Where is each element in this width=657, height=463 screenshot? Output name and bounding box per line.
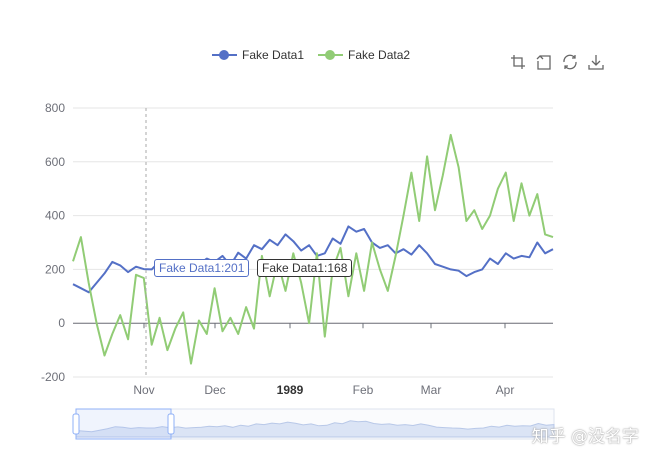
legend-label-data1: Fake Data1: [242, 48, 305, 62]
x-tick-label: Apr: [496, 383, 515, 397]
series-lines: [72, 133, 554, 365]
tooltip-data2: Fake Data1:168: [257, 259, 353, 277]
x-tick-label: Feb: [353, 383, 374, 397]
series-line-2[interactable]: [72, 133, 554, 365]
y-tick-label: 600: [45, 155, 65, 169]
y-tick-label: 0: [58, 316, 65, 330]
x-axis: Nov Dec 1989 Feb Mar Apr: [73, 322, 553, 397]
toolbox: [509, 53, 605, 71]
x-tick-label: 1989: [277, 383, 304, 397]
series-line-1[interactable]: [72, 225, 554, 294]
legend-item-data1[interactable]: Fake Data1: [212, 48, 304, 62]
grid-lines: [73, 107, 553, 378]
legend-swatch-data2: [318, 48, 344, 62]
y-tick-label: 400: [45, 209, 65, 223]
zoom-handle-right[interactable]: [167, 413, 175, 435]
x-tick-label: Nov: [133, 383, 154, 397]
restore-icon[interactable]: [561, 53, 579, 71]
zoom-window[interactable]: [75, 408, 172, 440]
x-tick-label: Mar: [421, 383, 442, 397]
y-tick-label: -200: [41, 370, 65, 384]
tooltip-data1: Fake Data1:201: [154, 259, 250, 277]
zoom-handle-left[interactable]: [72, 413, 80, 435]
zoom-area-icon[interactable]: [509, 53, 527, 71]
zoom-preview-area: [75, 420, 555, 438]
legend-swatch-data1: [212, 48, 237, 62]
y-tick-label: 200: [45, 262, 65, 276]
download-icon[interactable]: [587, 53, 605, 71]
watermark: 知乎 @没名字: [531, 427, 639, 447]
y-axis: -200 0 200 400 600 800: [41, 101, 65, 384]
legend-label-data2: Fake Data2: [348, 48, 411, 62]
x-tick-label: Dec: [204, 383, 225, 397]
legend-item-data2[interactable]: Fake Data2: [318, 48, 410, 62]
legend: Fake Data1 Fake Data2: [212, 48, 410, 62]
y-tick-label: 800: [45, 101, 65, 115]
zoom-reset-icon[interactable]: [535, 53, 553, 71]
data-zoom-slider[interactable]: [72, 408, 555, 440]
